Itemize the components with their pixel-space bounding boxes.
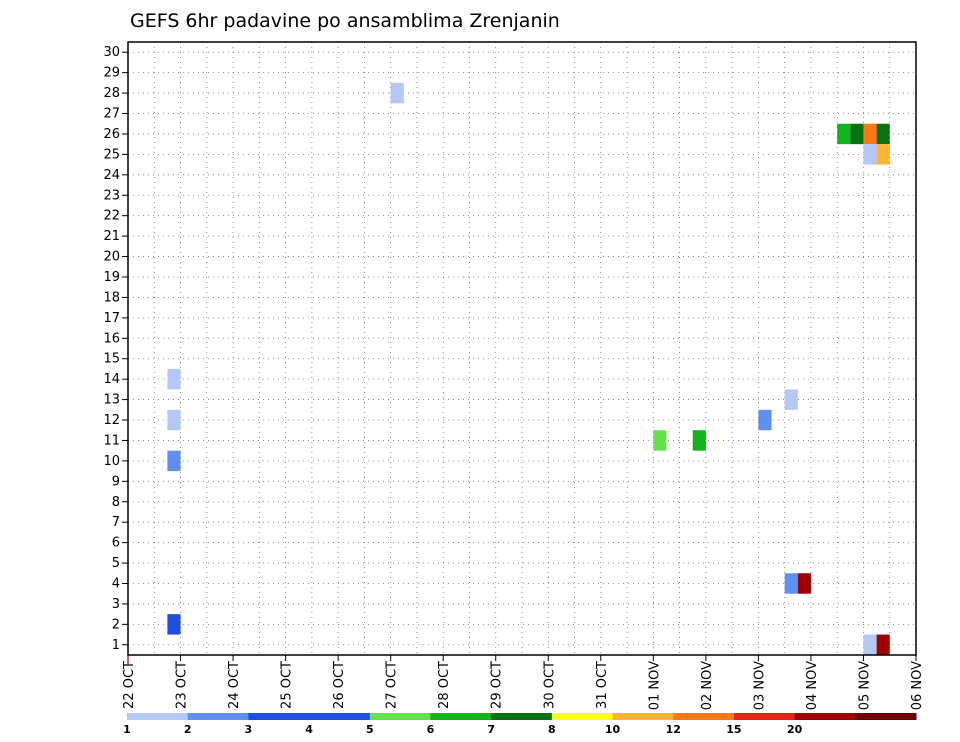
colorbar-label: 15 — [726, 723, 741, 736]
data-cell — [784, 573, 798, 594]
x-tick-label: 05 NOV — [857, 661, 872, 710]
x-tick-label: 06 NOV — [910, 661, 925, 710]
y-tick-label: 30 — [103, 45, 120, 60]
colorbar-swatch — [127, 713, 189, 720]
colorbar-legend: 1 2 3 4 5 6 7 8 10 12 15 20 — [123, 713, 917, 736]
colorbar-swatch — [187, 713, 249, 720]
data-cell — [863, 123, 877, 145]
y-tick-label: 11 — [103, 433, 120, 448]
colorbar-swatch — [794, 713, 856, 720]
x-tick-label: 01 NOV — [647, 661, 662, 710]
y-tick-label: 29 — [103, 66, 120, 81]
y-tick-label: 1 — [112, 638, 120, 653]
y-tick-label: 22 — [103, 209, 120, 224]
y-axis: 1234567891011121314151617181920212223242… — [103, 45, 128, 653]
x-tick-label: 24 OCT — [227, 661, 242, 709]
colorbar-label: 12 — [666, 723, 681, 736]
data-cell — [758, 409, 772, 431]
data-cell — [876, 634, 890, 655]
y-tick-label: 25 — [103, 147, 120, 162]
x-tick-label: 22 OCT — [122, 661, 137, 709]
colorbar-swatch — [309, 713, 371, 720]
x-tick-label: 03 NOV — [752, 661, 767, 710]
y-tick-label: 3 — [112, 597, 120, 612]
grid-lines — [127, 42, 917, 655]
y-tick-label: 26 — [103, 127, 120, 142]
x-tick-label: 29 OCT — [490, 661, 505, 709]
colorbar-swatch — [855, 713, 917, 720]
y-tick-label: 13 — [103, 393, 120, 408]
colorbar-label: 10 — [605, 723, 621, 736]
x-tick-label: 04 NOV — [805, 661, 820, 710]
colorbar-label: 7 — [487, 723, 495, 736]
data-cell — [850, 123, 864, 145]
data-cell — [167, 450, 181, 472]
x-tick-label: 26 OCT — [332, 661, 347, 709]
data-cell — [784, 389, 798, 410]
y-tick-label: 23 — [103, 188, 120, 203]
data-cell — [876, 123, 890, 145]
colorbar-label: 4 — [305, 723, 313, 736]
data-cell — [863, 144, 877, 165]
data-cells — [167, 82, 890, 655]
colorbar-swatch — [673, 713, 735, 720]
colorbar-label: 3 — [245, 723, 253, 736]
colorbar-label: 1 — [123, 723, 131, 736]
colorbar-swatch — [551, 713, 614, 720]
data-cell — [797, 573, 811, 594]
chart-title: GEFS 6hr padavine po ansamblima Zrenjani… — [130, 10, 560, 32]
data-cell — [837, 123, 851, 145]
colorbar-label: 8 — [548, 723, 556, 736]
x-tick-label: 30 OCT — [542, 661, 557, 709]
y-tick-label: 15 — [103, 352, 120, 367]
data-cell — [167, 409, 181, 431]
colorbar-swatch — [430, 713, 492, 720]
y-tick-label: 21 — [103, 229, 120, 244]
y-tick-label: 5 — [112, 556, 120, 571]
x-tick-label: 23 OCT — [175, 661, 190, 709]
colorbar-label: 20 — [787, 723, 803, 736]
y-tick-label: 12 — [103, 413, 120, 428]
colorbar-label: 5 — [366, 723, 374, 736]
y-tick-label: 9 — [112, 474, 120, 489]
data-cell — [653, 430, 667, 451]
y-tick-label: 8 — [112, 495, 120, 510]
y-tick-label: 27 — [103, 107, 120, 122]
y-tick-label: 10 — [103, 454, 120, 469]
data-cell — [167, 368, 181, 390]
colorbar-swatch — [248, 713, 310, 720]
y-tick-label: 14 — [103, 372, 120, 387]
y-tick-label: 24 — [103, 168, 120, 183]
colorbar-label: 6 — [427, 723, 435, 736]
data-cell — [876, 144, 890, 165]
y-tick-label: 20 — [103, 250, 120, 265]
x-tick-label: 27 OCT — [385, 661, 400, 709]
data-cell — [390, 82, 404, 104]
x-tick-label: 28 OCT — [437, 661, 452, 709]
y-tick-label: 7 — [112, 515, 120, 530]
y-tick-label: 19 — [103, 270, 120, 285]
y-tick-label: 28 — [103, 86, 120, 101]
x-tick-label: 02 NOV — [700, 661, 715, 710]
data-cell — [692, 430, 706, 451]
y-tick-label: 4 — [112, 576, 120, 591]
y-tick-label: 16 — [103, 331, 120, 346]
colorbar-swatch — [369, 713, 431, 720]
x-tick-label: 25 OCT — [280, 661, 295, 709]
colorbar-swatch — [491, 713, 553, 720]
data-cell — [167, 614, 181, 635]
data-cell — [863, 634, 877, 655]
y-tick-label: 17 — [103, 311, 120, 326]
x-tick-label: 31 OCT — [595, 661, 610, 709]
plot-frame — [127, 41, 917, 656]
colorbar-swatch — [612, 713, 674, 720]
y-tick-label: 6 — [112, 536, 120, 551]
y-tick-label: 18 — [103, 290, 120, 305]
x-axis: 22 OCT 23 OCT 24 OCT 25 OCT 26 OCT 27 OCT 28 O… — [122, 655, 925, 710]
y-tick-label: 2 — [112, 617, 120, 632]
colorbar-swatch — [733, 713, 796, 720]
colorbar-label: 2 — [184, 723, 192, 736]
